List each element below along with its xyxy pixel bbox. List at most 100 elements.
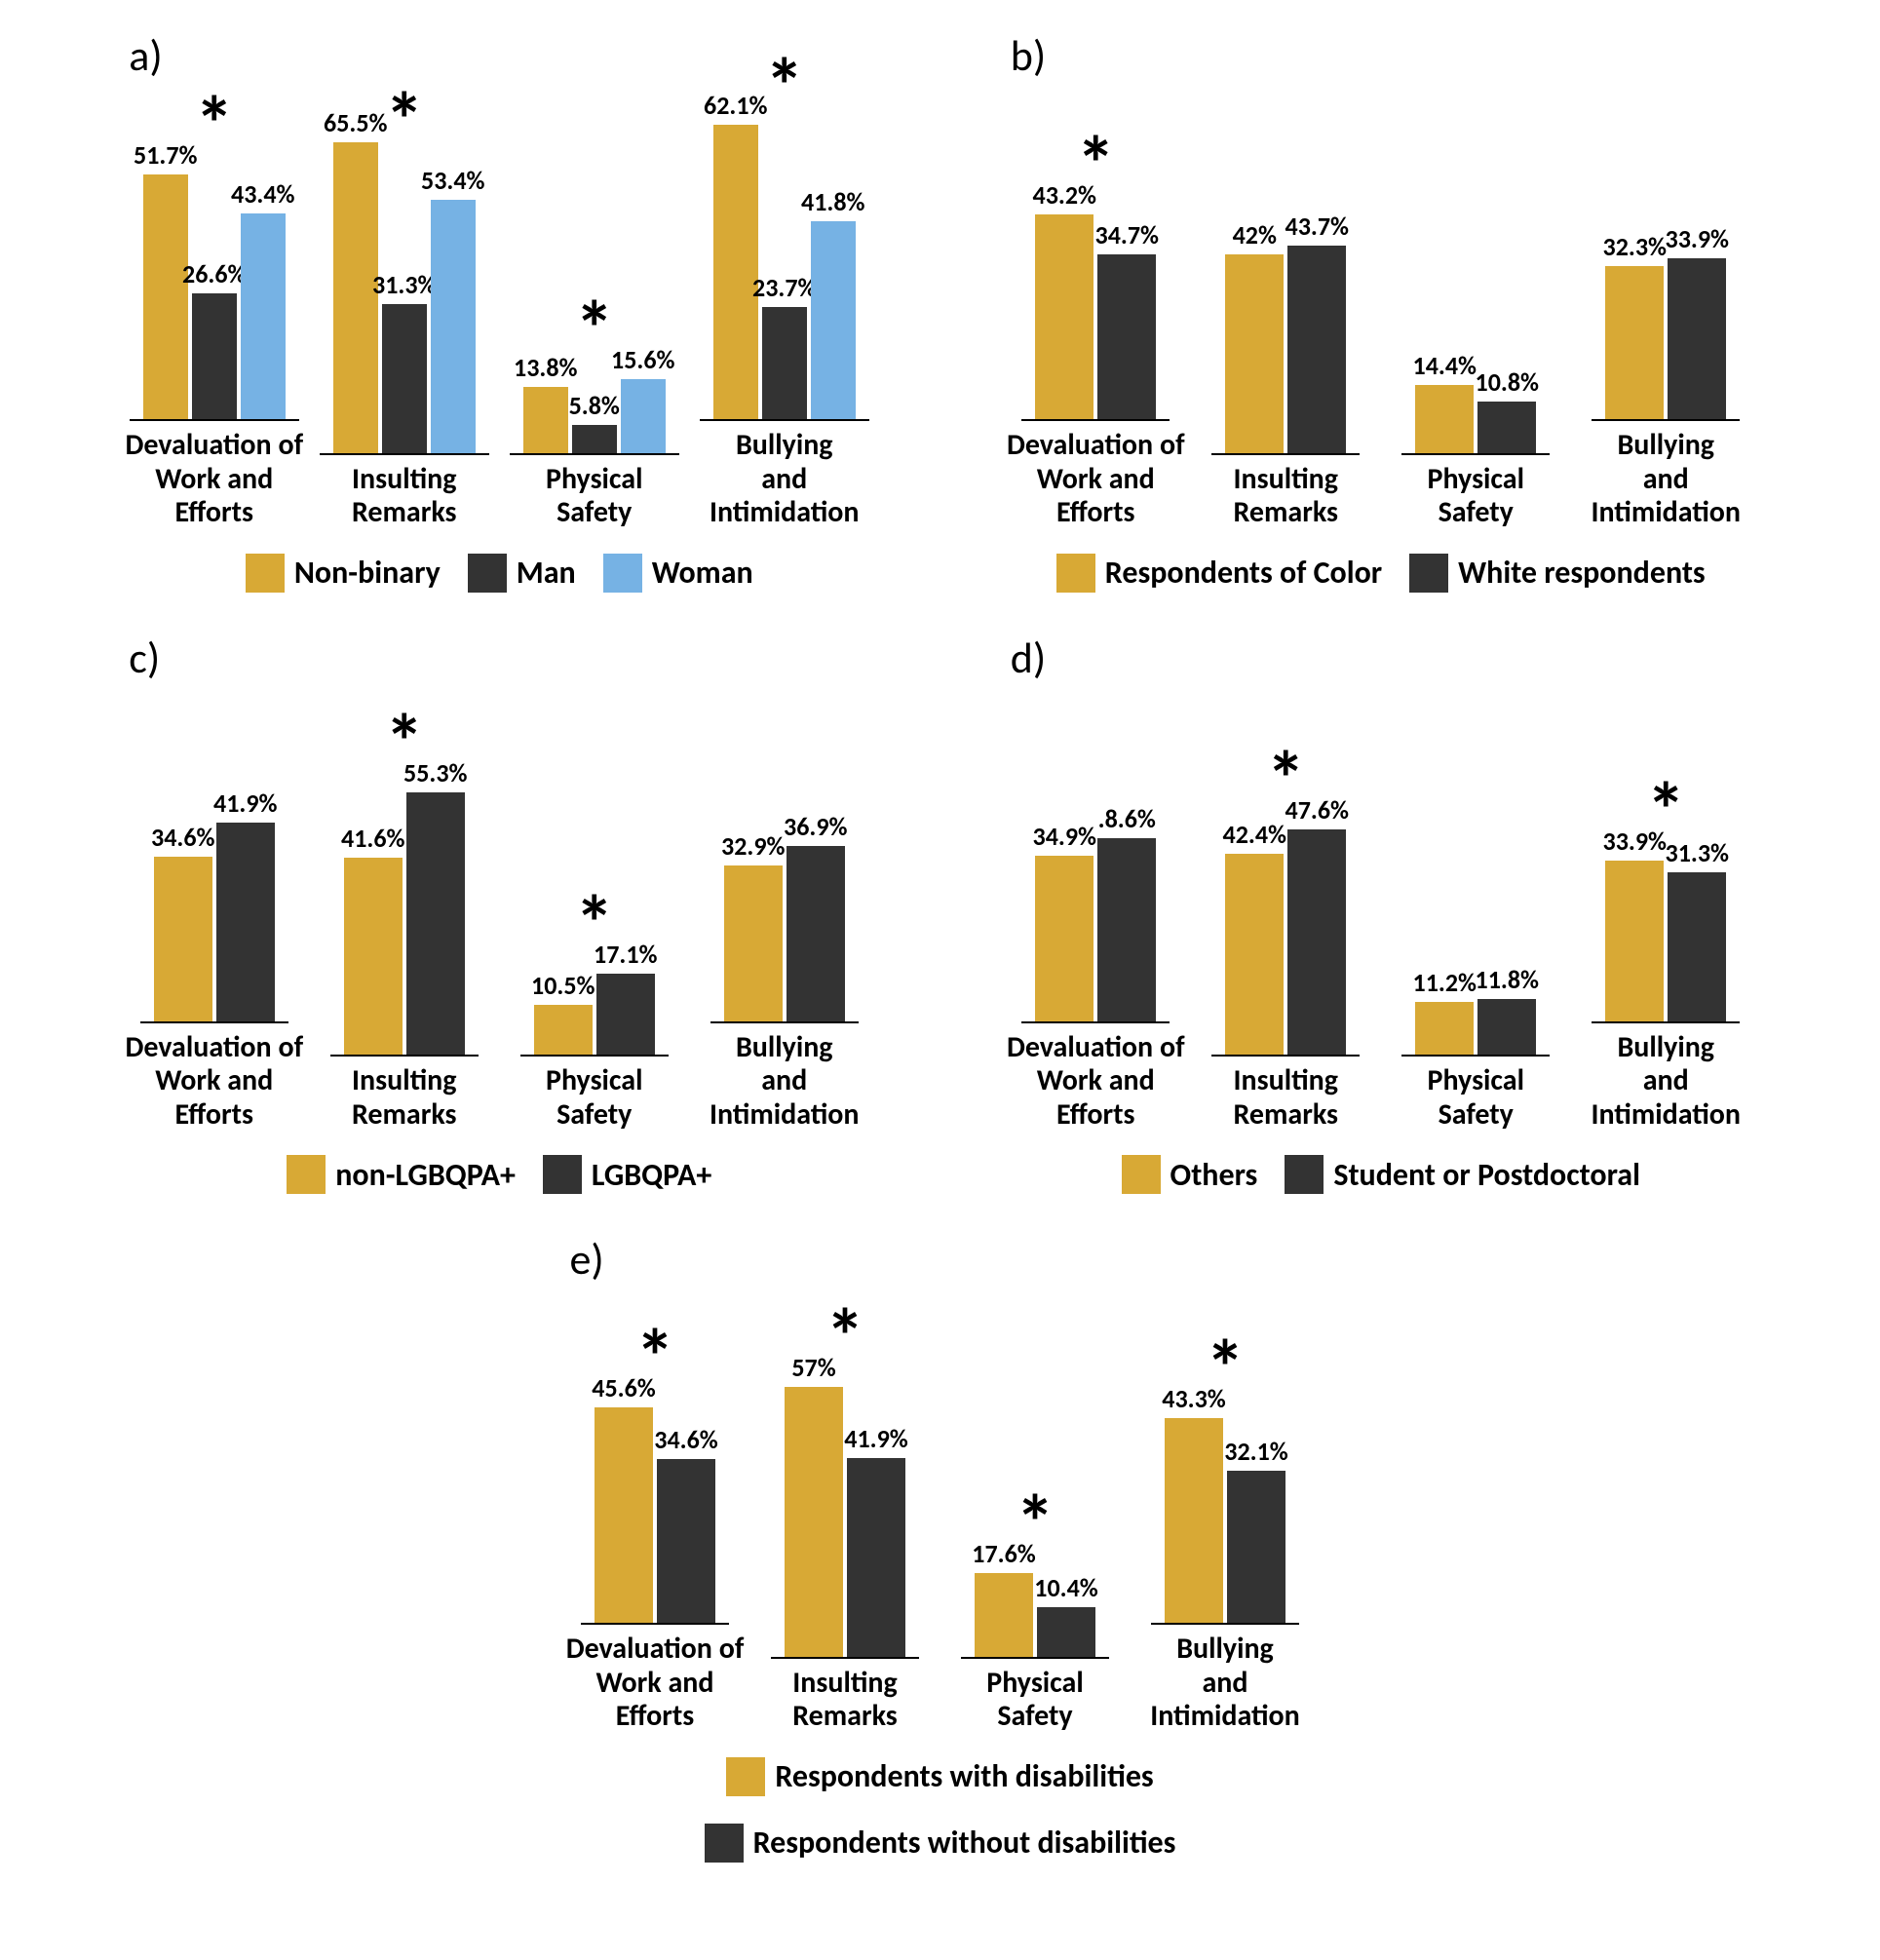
significance-asterisk-icon: * — [765, 49, 804, 127]
legend-swatch-icon — [705, 1824, 744, 1863]
bar-value-label: 11.8% — [1476, 964, 1539, 995]
legend-swatch-icon — [726, 1757, 765, 1796]
bar: 31.3% — [382, 304, 427, 452]
bar: 47.6% — [1287, 829, 1346, 1055]
bar: 13.8% — [523, 387, 568, 452]
bar-value-label: 47.6% — [1285, 794, 1349, 826]
category-label: Insulting Remarks — [792, 1667, 898, 1734]
legend-label: Man — [517, 554, 576, 592]
bars-container: *41.6%55.3% — [330, 723, 479, 1057]
bar: 41.9% — [847, 1458, 905, 1657]
category-group: *51.7%26.6%43.4%Devaluation of Work and … — [119, 88, 309, 530]
bar: 42.4% — [1225, 854, 1284, 1055]
bar: 14.4% — [1415, 385, 1474, 453]
bar-value-label: 26.6% — [182, 258, 246, 289]
bar: 42% — [1225, 254, 1284, 453]
legend-label: Woman — [652, 554, 753, 592]
legend-swatch-icon — [246, 554, 285, 593]
category-label: Devaluation of Work and Efforts — [119, 429, 309, 530]
bar-value-label: 57% — [791, 1352, 835, 1383]
chart: 34.6%41.9%Devaluation of Work and Effort… — [119, 690, 879, 1133]
bar-value-label: 10.4% — [1034, 1572, 1097, 1603]
legend-label: Student or Postdoctoral — [1333, 1156, 1640, 1194]
bar: 34.7% — [1097, 254, 1156, 419]
panel-b: b)*43.2%34.7%Devaluation of Work and Eff… — [1001, 39, 1761, 593]
significance-asterisk-icon: * — [385, 83, 424, 161]
chart: *45.6%34.6%Devaluation of Work and Effor… — [560, 1291, 1321, 1734]
bar: 26.6% — [192, 293, 237, 419]
panel-label: c) — [129, 632, 160, 684]
bars-container: 32.9%36.9% — [710, 690, 859, 1023]
bar: 41.6% — [344, 858, 403, 1055]
bars-container: *43.2%34.7% — [1021, 88, 1170, 421]
category-label: Physical Safety — [546, 1064, 642, 1132]
panel-label: a) — [129, 29, 162, 82]
category-label: Physical Safety — [1428, 1064, 1524, 1132]
category-group: *13.8%5.8%15.6%Physical Safety — [499, 122, 689, 530]
bar-value-label: 43.3% — [1162, 1383, 1225, 1414]
legend: Respondents of Color White respondents — [1001, 554, 1761, 593]
bar-value-label: 10.5% — [531, 970, 595, 1001]
bar: 33.9% — [1605, 861, 1664, 1021]
legend-item: Respondents of Color — [1056, 554, 1382, 593]
category-group: *33.9%31.3%Bullying and Intimidation — [1571, 690, 1761, 1133]
legend-item: Respondents without disabilities — [705, 1824, 1176, 1863]
bars-container: *45.6%34.6% — [581, 1291, 729, 1625]
bars-container: *17.6%10.4% — [961, 1326, 1109, 1659]
figure-root: a) *51.7%26.6%43.4%Devaluation of Work an… — [0, 0, 1880, 1960]
legend-swatch-icon — [1285, 1155, 1324, 1194]
category-group: 14.4%10.8%Physical Safety — [1381, 122, 1571, 530]
bars-container: 42%43.7% — [1211, 122, 1360, 455]
bar-value-label: 33.9% — [1603, 826, 1667, 857]
bar: 34.6% — [657, 1459, 715, 1623]
bar: 34.6% — [154, 857, 212, 1020]
category-group: 32.3%33.9%Bullying and Intimidation — [1571, 88, 1761, 530]
bar: 17.1% — [596, 974, 655, 1055]
legend-label: Respondents of Color — [1105, 554, 1382, 592]
bar: 32.1% — [1227, 1471, 1285, 1623]
bar: 43.4% — [241, 213, 286, 419]
bar-value-label: 43.2% — [1033, 179, 1096, 211]
bar-value-label: 5.8% — [569, 390, 620, 421]
legend-item: Woman — [603, 554, 753, 593]
legend-label: LGBQPA+ — [592, 1156, 711, 1194]
bar: 55.3% — [406, 792, 465, 1055]
category-group: *43.3%32.1%Bullying and Intimidation — [1131, 1291, 1321, 1734]
panel-d: d)34.9%.8.6%Devaluation of Work and Effo… — [1001, 641, 1761, 1195]
category-label: Bullying and Intimidation — [689, 429, 879, 530]
panel-a: a)*51.7%26.6%43.4%Devaluation of Work an… — [119, 39, 879, 593]
bar-value-label: 62.1% — [704, 90, 767, 121]
bar-value-label: 42.4% — [1223, 819, 1286, 850]
category-label: Insulting Remarks — [1233, 1064, 1338, 1132]
bar-value-label: 31.3% — [372, 269, 436, 300]
bars-container: *13.8%5.8%15.6% — [510, 122, 679, 455]
bar-value-label: .8.6% — [1098, 803, 1156, 834]
bar-value-label: 11.2% — [1413, 967, 1477, 998]
bar-value-label: 43.7% — [1285, 211, 1349, 242]
category-label: Insulting Remarks — [1233, 463, 1338, 530]
category-group: *45.6%34.6%Devaluation of Work and Effor… — [560, 1291, 750, 1734]
chart: *51.7%26.6%43.4%Devaluation of Work and … — [119, 88, 879, 530]
category-group: *65.5%31.3%53.4%Insulting Remarks — [309, 122, 499, 530]
bar: 45.6% — [595, 1407, 653, 1623]
legend-item: LGBQPA+ — [543, 1155, 711, 1194]
bars-container: *42.4%47.6% — [1211, 723, 1360, 1057]
bar: 34.9% — [1035, 856, 1093, 1021]
chart: *43.2%34.7%Devaluation of Work and Effor… — [1001, 88, 1761, 530]
bar-value-label: 43.4% — [231, 178, 294, 210]
bar: 43.2% — [1035, 214, 1093, 419]
panel-e: e)*45.6%34.6%Devaluation of Work and Eff… — [560, 1243, 1321, 1863]
category-group: 34.6%41.9%Devaluation of Work and Effort… — [119, 690, 309, 1133]
legend-item: Non-binary — [246, 554, 441, 593]
bar: 65.5% — [333, 142, 378, 452]
chart: 34.9%.8.6% Devaluation of Work and Effort… — [1001, 690, 1761, 1133]
bar: 10.8% — [1477, 402, 1536, 452]
category-label: Devaluation of Work and Efforts — [1001, 1031, 1191, 1133]
category-label: Insulting Remarks — [352, 1064, 457, 1132]
legend-label: White respondents — [1458, 554, 1706, 592]
bar: 5.8% — [572, 425, 617, 452]
legend-swatch-icon — [1409, 554, 1448, 593]
legend-label: non-LGBQPA+ — [335, 1156, 516, 1194]
bar: 23.7% — [762, 307, 807, 419]
bar-value-label: 31.3% — [1666, 837, 1729, 868]
